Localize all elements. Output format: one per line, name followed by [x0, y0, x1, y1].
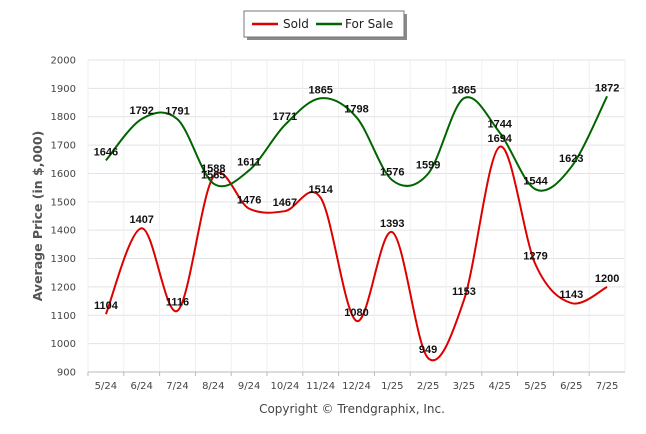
x-tick-9/24: 9/24 [238, 381, 260, 392]
data-label-for-sale-3: 1565 [201, 169, 225, 181]
y-tick-1800: 1800 [51, 112, 76, 123]
x-tick-6/25: 6/25 [560, 381, 582, 392]
data-label-sold-12: 1279 [523, 251, 547, 263]
data-label-for-sale-12: 1544 [523, 175, 548, 187]
series-line-sold [104, 145, 608, 362]
y-tick-1300: 1300 [51, 254, 76, 265]
y-tick-1600: 1600 [51, 169, 76, 180]
data-label-sold-5: 1467 [273, 197, 297, 209]
data-label-sold-8: 1393 [380, 218, 404, 230]
data-label-for-sale-10: 1865 [452, 84, 476, 96]
x-tick-12/24: 12/24 [342, 381, 371, 392]
data-label-sold-2: 1116 [166, 297, 189, 309]
x-tick-8/24: 8/24 [202, 381, 224, 392]
data-labels: 1104 1407 1116 1588 1476 1467 1514 1080 1393 949 1… [94, 82, 620, 356]
y-tick-900: 900 [57, 368, 76, 379]
data-label-sold-4: 1476 [237, 195, 261, 207]
y-tick-1200: 1200 [51, 282, 76, 293]
x-tick-5/25: 5/25 [524, 381, 546, 392]
data-label-for-sale-14: 1872 [595, 82, 619, 94]
y-tick-1700: 1700 [51, 141, 76, 152]
x-tick-5/24: 5/24 [95, 381, 117, 392]
data-label-for-sale-4: 1611 [237, 156, 261, 168]
data-label-for-sale-2: 1791 [165, 105, 189, 117]
y-tick-1100: 1100 [51, 311, 76, 322]
data-label-sold-6: 1514 [308, 184, 333, 196]
x-tick-7/24: 7/24 [166, 381, 188, 392]
y-tick-1500: 1500 [51, 197, 76, 208]
x-tick-6/24: 6/24 [130, 381, 152, 392]
y-tick-1900: 1900 [51, 84, 76, 95]
data-label-for-sale-5: 1771 [273, 111, 297, 123]
x-tick-2/25: 2/25 [417, 381, 439, 392]
x-tick-11/24: 11/24 [306, 381, 335, 392]
copyright-footer: Copyright © Trendgraphix, Inc. [259, 402, 445, 416]
data-label-sold-9: 949 [419, 344, 437, 356]
legend-sold-label: Sold [283, 17, 309, 31]
data-label-for-sale-0: 1646 [94, 146, 118, 158]
data-label-for-sale-7: 1798 [344, 103, 368, 115]
series-lines [104, 95, 608, 362]
data-label-for-sale-1: 1792 [129, 105, 153, 117]
y-axis-label: Average Price (in $,000) [30, 131, 45, 302]
x-tick-10/24: 10/24 [270, 381, 299, 392]
legend: Sold For Sale [243, 10, 407, 40]
x-tick-1/25: 1/25 [381, 381, 403, 392]
data-label-for-sale-8: 1576 [380, 166, 404, 178]
x-axis-ticks: 5/24 6/24 7/24 8/24 9/24 10/24 11/24 12/24 1/25 2… [87, 372, 618, 392]
data-label-sold-0: 1104 [94, 300, 119, 312]
data-label-sold-7: 1080 [344, 307, 368, 319]
data-label-sold-1: 1407 [129, 214, 153, 226]
data-label-for-sale-11: 1744 [487, 119, 512, 131]
data-label-sold-11: 1694 [487, 133, 512, 145]
y-tick-1000: 1000 [51, 339, 76, 350]
data-label-sold-10: 1153 [452, 286, 476, 298]
data-label-sold-14: 1200 [595, 273, 619, 285]
grid-lines [87, 59, 626, 373]
data-label-for-sale-13: 1623 [559, 153, 583, 165]
x-tick-3/25: 3/25 [453, 381, 475, 392]
y-axis-ticks: 900 1000 1100 1200 1300 1400 1500 1600 1700 1800 1… [51, 56, 76, 379]
data-label-for-sale-6: 1865 [308, 84, 332, 96]
data-label-sold-3: 1588 [201, 163, 225, 175]
y-tick-1400: 1400 [51, 226, 76, 237]
legend-forsale-label: For Sale [345, 17, 393, 31]
data-label-for-sale-9: 1599 [416, 160, 440, 172]
x-tick-4/25: 4/25 [488, 381, 510, 392]
series-line-for-sale [105, 95, 608, 192]
y-tick-2000: 2000 [51, 56, 76, 67]
x-tick-7/25: 7/25 [596, 381, 618, 392]
data-label-sold-13: 1143 [559, 289, 583, 301]
